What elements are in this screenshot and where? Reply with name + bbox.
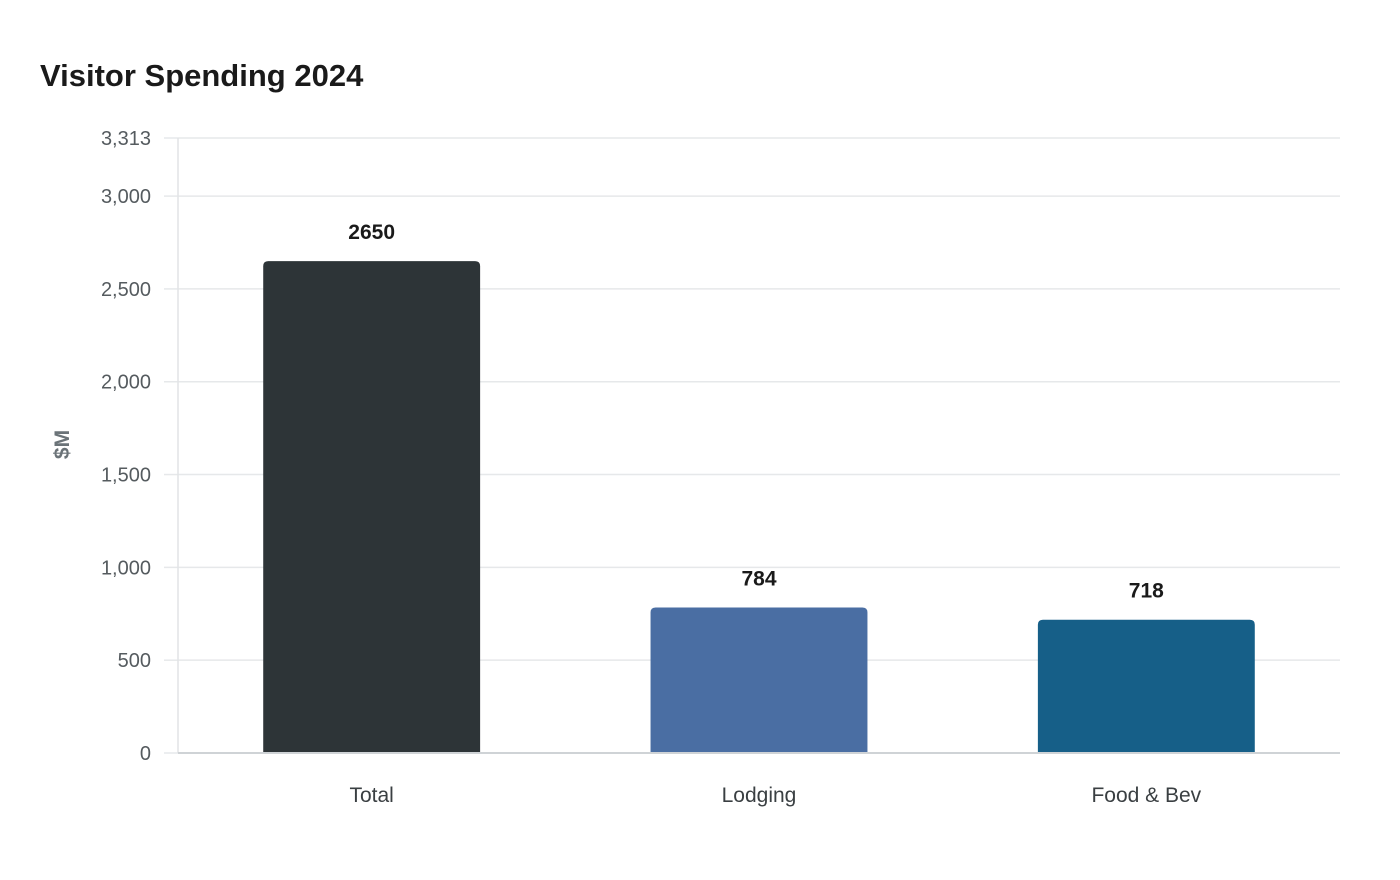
x-category-label: Total [349, 784, 393, 807]
bar-total [263, 261, 481, 753]
x-category-label: Food & Bev [1091, 784, 1201, 807]
chart-title: Visitor Spending 2024 [40, 58, 364, 93]
y-tick-label: 1,000 [101, 557, 151, 579]
y-tick-label: 3,313 [101, 128, 151, 150]
bar-food-bev [1037, 619, 1255, 753]
y-tick-label: 2,500 [101, 279, 151, 301]
x-axis-categories: Total Lodging Food & Bev [349, 784, 1201, 807]
bar-value-label: 784 [741, 567, 776, 590]
x-category-label: Lodging [722, 784, 797, 807]
y-axis-ticks: 0 500 1,000 1,500 2,000 2,500 3,000 3,313 [101, 128, 178, 765]
bar-lodging [650, 607, 868, 753]
bars [263, 261, 1255, 753]
y-tick-label: 500 [118, 650, 151, 672]
y-tick-label: 2,000 [101, 372, 151, 394]
bar-value-label: 2650 [348, 221, 395, 244]
y-tick-label: 1,500 [101, 465, 151, 487]
y-axis-title: $M [51, 430, 74, 459]
y-tick-label: 0 [140, 743, 151, 765]
bar-value-label: 718 [1129, 580, 1164, 603]
value-labels: 2650 784 718 [348, 221, 1164, 603]
y-tick-label: 3,000 [101, 186, 151, 208]
